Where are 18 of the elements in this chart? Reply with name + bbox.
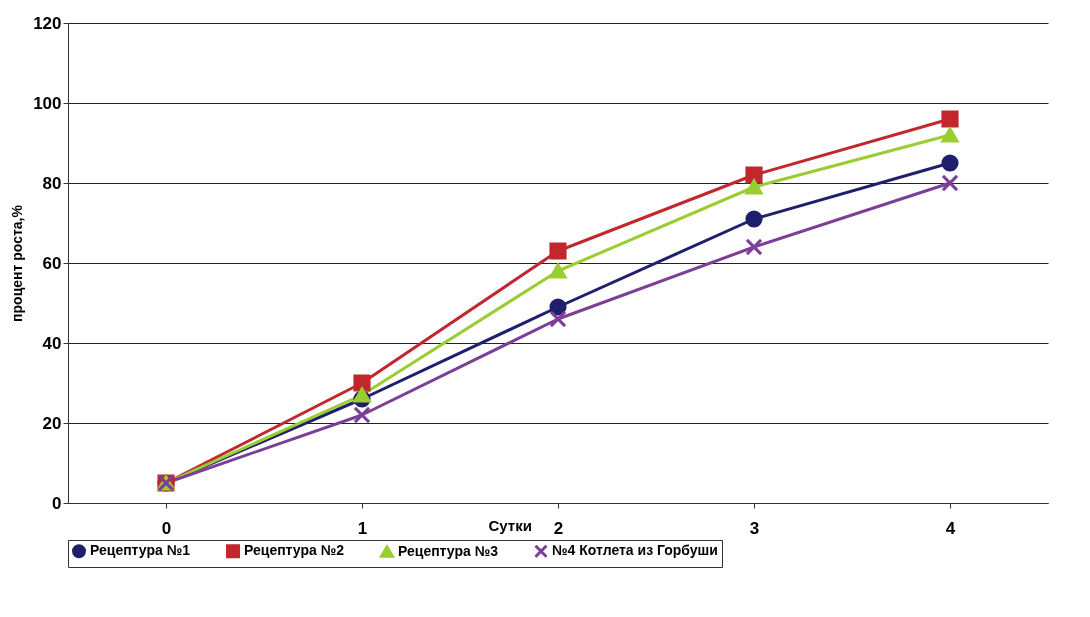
legend-label: Рецептура №3	[398, 542, 499, 559]
y-tick-label: 40	[42, 333, 62, 353]
x-tick-label: 1	[357, 518, 368, 538]
x-tick-label: 0	[161, 518, 172, 538]
x-axis-title: Сутки	[488, 516, 532, 534]
y-tick-label: 0	[52, 493, 62, 513]
y-axis-title: процент роста,%	[9, 204, 26, 322]
legend-label: Рецептура №1	[90, 542, 191, 559]
x-tick-label: 4	[945, 518, 956, 538]
y-tick-label: 20	[42, 413, 62, 433]
y-tick-label: 100	[33, 93, 62, 113]
y-tick-label: 120	[33, 13, 62, 33]
y-tick-label: 80	[42, 173, 62, 193]
legend-label: Рецептура №2	[244, 542, 345, 559]
x-tick-label: 2	[553, 518, 564, 538]
legend-label: №4 Котлета из Горбуши	[552, 542, 718, 559]
y-tick-label: 60	[42, 253, 62, 273]
x-tick-label: 3	[749, 518, 760, 538]
